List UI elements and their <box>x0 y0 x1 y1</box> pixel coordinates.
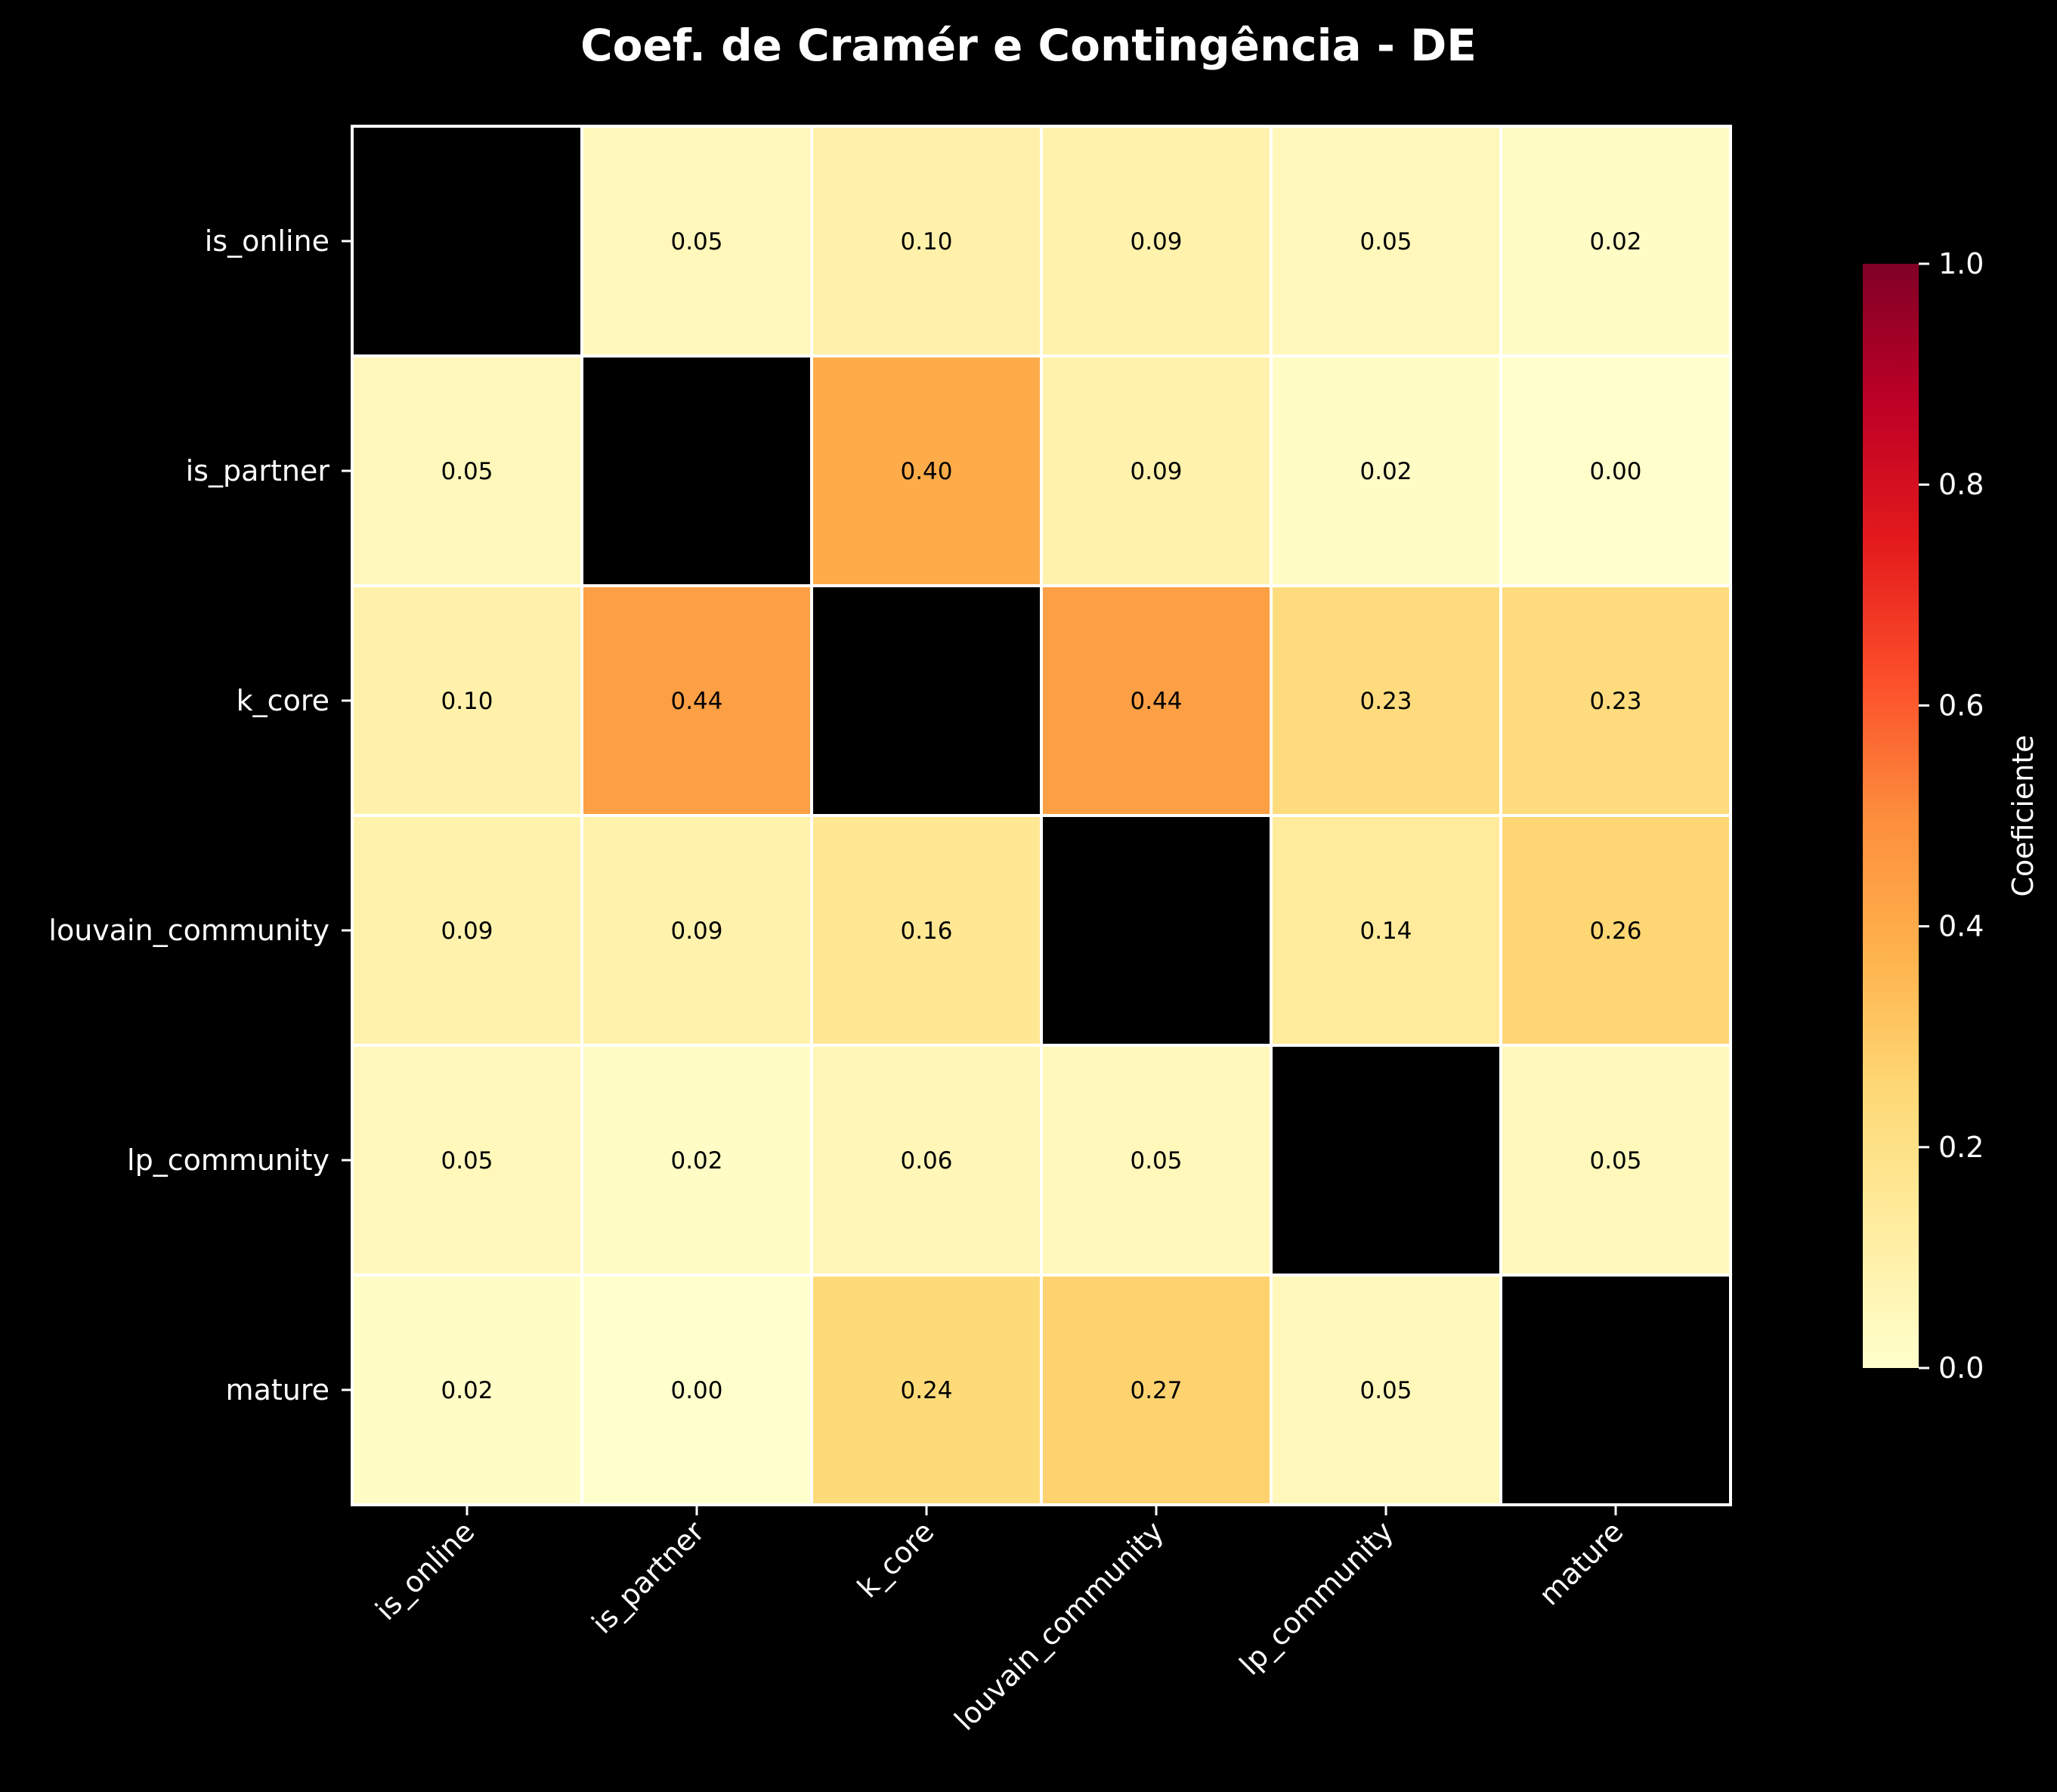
cell-value-label: 0.05 <box>1130 1147 1182 1175</box>
cell-value-label: 0.40 <box>900 458 952 485</box>
cell-value-label: 0.23 <box>1589 688 1641 715</box>
cell-value-label: 0.44 <box>670 688 722 715</box>
cell-value-label: 0.24 <box>900 1377 952 1404</box>
heatmap-cell <box>1270 125 1502 357</box>
heatmap-cell <box>1270 814 1502 1047</box>
heatmap-cell <box>580 814 813 1047</box>
heatmap-cell <box>1499 1274 1732 1506</box>
heatmap-cell <box>351 1044 583 1277</box>
heatmap-cell <box>810 1274 1043 1506</box>
y-tick-label: mature <box>226 1373 329 1407</box>
cell-value-label: 0.23 <box>1359 688 1412 715</box>
heatmap-cell <box>810 814 1043 1047</box>
y-tick-label: louvain_community <box>48 914 329 947</box>
colorbar-gradient <box>1863 264 1919 1368</box>
cell-value-label: 0.05 <box>1589 1147 1641 1175</box>
heatmap-cell <box>580 125 813 357</box>
cell-value-label: 0.02 <box>670 1147 722 1175</box>
heatmap-cell <box>580 584 813 817</box>
cell-value-label: 0.00 <box>1589 458 1641 485</box>
cell-value-label: 0.02 <box>1589 228 1641 255</box>
cell-value-label: 0.05 <box>670 228 722 255</box>
x-axis-ticks: is_online is_partner k_core louvain_communi… <box>369 1505 1629 1737</box>
cell-value-label: 0.05 <box>1359 1377 1412 1404</box>
heatmap-cell <box>1499 1044 1732 1277</box>
heatmap-cell <box>810 125 1043 357</box>
x-tick-label: is_partner <box>586 1515 711 1640</box>
cell-value-label: 0.02 <box>1359 458 1412 485</box>
y-tick-label: is_partner <box>186 454 330 487</box>
heatmap-cell <box>1040 584 1273 817</box>
cell-value-label: 0.05 <box>441 1147 493 1175</box>
colorbar-tick-label: 0.0 <box>1938 1351 1984 1385</box>
heatmap-cell <box>580 354 813 587</box>
heatmap-cell <box>351 125 583 357</box>
colorbar-tick-label: 0.6 <box>1938 689 1984 722</box>
cell-value-label: 0.09 <box>670 918 722 945</box>
colorbar-tick-label: 0.8 <box>1938 468 1984 501</box>
cell-value-label: 0.00 <box>670 1377 722 1404</box>
cell-value-label: 0.16 <box>900 918 952 945</box>
heatmap-cell <box>810 1044 1043 1277</box>
heatmap-cell <box>1499 814 1732 1047</box>
y-tick-label: lp_community <box>127 1144 329 1177</box>
heatmap-cell <box>580 1044 813 1277</box>
heatmap-cell <box>1499 354 1732 587</box>
x-tick-label: lp_community <box>1233 1515 1400 1682</box>
heatmap-cell <box>580 1274 813 1506</box>
cell-value-label: 0.14 <box>1359 918 1412 945</box>
cell-value-labels: 0.05 0.10 0.09 0.05 0.02 0.05 0.40 0.09 0.02 0.00… <box>441 228 1641 1404</box>
cell-value-label: 0.06 <box>900 1147 952 1175</box>
cell-value-label: 0.26 <box>1589 918 1641 945</box>
heatmap-cell <box>1040 814 1273 1047</box>
y-tick-label: is_online <box>205 224 329 258</box>
heatmap-cell <box>810 584 1043 817</box>
chart-title: Coef. de Cramér e Contingência - DE <box>580 20 1477 71</box>
heatmap-cell <box>1040 354 1273 587</box>
cell-value-label: 0.09 <box>1130 458 1182 485</box>
cell-value-label: 0.02 <box>441 1377 493 1404</box>
colorbar: 0.0 0.2 0.4 0.6 0.8 1.0 Coeficiente <box>1863 247 2040 1385</box>
cell-value-label: 0.44 <box>1130 688 1182 715</box>
y-tick-label: k_core <box>237 684 329 717</box>
heatmap-cell <box>1270 584 1502 817</box>
heatmap-cell <box>1040 1274 1273 1506</box>
plot-frame <box>351 125 1732 1506</box>
heatmap-cell <box>1270 1044 1502 1277</box>
colorbar-tick-label: 0.2 <box>1938 1131 1984 1164</box>
heatmap-cell <box>1499 125 1732 357</box>
cell-value-label: 0.05 <box>1359 228 1412 255</box>
cell-value-label: 0.05 <box>441 458 493 485</box>
x-tick-label: louvain_community <box>948 1515 1170 1737</box>
x-tick-label: k_core <box>851 1515 940 1604</box>
cell-value-label: 0.09 <box>441 918 493 945</box>
heatmap-cells <box>351 125 1732 1506</box>
colorbar-tick-label: 1.0 <box>1938 247 1984 280</box>
cell-value-label: 0.10 <box>441 688 493 715</box>
colorbar-tick-label: 0.4 <box>1938 910 1984 943</box>
x-tick-label: mature <box>1533 1515 1629 1611</box>
y-axis-ticks: is_online is_partner k_core louvain_communi… <box>48 224 352 1407</box>
x-tick-label: is_online <box>369 1515 481 1626</box>
cell-value-label: 0.09 <box>1130 228 1182 255</box>
heatmap-cell <box>351 354 583 587</box>
cell-value-label: 0.10 <box>900 228 952 255</box>
colorbar-label: Coeficiente <box>2006 735 2040 896</box>
cell-value-label: 0.27 <box>1130 1377 1182 1404</box>
